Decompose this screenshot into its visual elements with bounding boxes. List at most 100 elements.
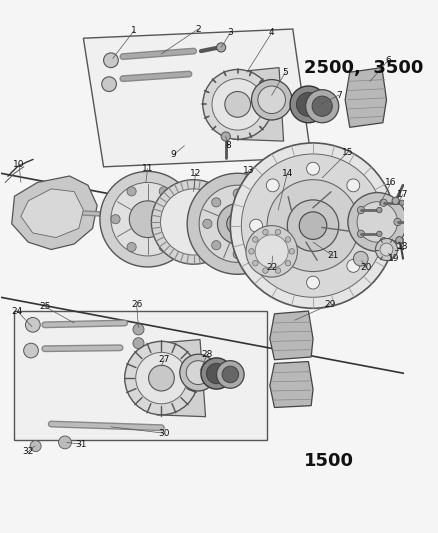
Circle shape xyxy=(275,268,280,273)
Circle shape xyxy=(412,219,418,225)
Circle shape xyxy=(363,219,375,232)
Circle shape xyxy=(211,198,220,207)
Circle shape xyxy=(201,358,232,389)
Circle shape xyxy=(285,261,290,266)
Circle shape xyxy=(230,143,395,308)
Text: 15: 15 xyxy=(341,148,353,157)
Polygon shape xyxy=(269,311,312,360)
Polygon shape xyxy=(233,68,283,141)
Circle shape xyxy=(285,237,290,242)
Circle shape xyxy=(266,260,279,272)
Circle shape xyxy=(289,248,294,254)
Text: 7: 7 xyxy=(335,91,341,100)
Circle shape xyxy=(211,240,220,250)
Circle shape xyxy=(290,86,326,123)
Circle shape xyxy=(306,276,319,289)
Circle shape xyxy=(103,53,118,68)
Circle shape xyxy=(186,361,210,384)
Circle shape xyxy=(233,249,242,259)
Circle shape xyxy=(265,201,272,208)
Circle shape xyxy=(346,260,359,272)
Text: 2500,  3500: 2500, 3500 xyxy=(303,59,422,77)
Circle shape xyxy=(275,229,280,235)
Circle shape xyxy=(251,222,257,229)
Circle shape xyxy=(263,219,272,228)
Text: 1: 1 xyxy=(131,26,137,35)
Circle shape xyxy=(379,238,386,245)
Polygon shape xyxy=(269,361,312,408)
Circle shape xyxy=(133,324,144,335)
Circle shape xyxy=(202,219,212,228)
Circle shape xyxy=(135,352,187,404)
Circle shape xyxy=(245,225,297,277)
Circle shape xyxy=(290,236,297,242)
Text: 22: 22 xyxy=(265,263,277,272)
Text: 12: 12 xyxy=(189,169,201,178)
Circle shape xyxy=(102,77,116,92)
Text: 19: 19 xyxy=(387,254,399,263)
Circle shape xyxy=(353,252,367,266)
Circle shape xyxy=(398,238,404,244)
Circle shape xyxy=(254,235,288,268)
Circle shape xyxy=(347,192,406,252)
Circle shape xyxy=(111,215,120,224)
Text: 26: 26 xyxy=(131,300,142,309)
Text: 11: 11 xyxy=(141,164,153,173)
Text: 14: 14 xyxy=(281,169,292,178)
Circle shape xyxy=(159,187,168,196)
Circle shape xyxy=(124,341,198,415)
Circle shape xyxy=(212,79,263,130)
Circle shape xyxy=(374,238,397,261)
Text: 4: 4 xyxy=(268,28,274,37)
Circle shape xyxy=(294,222,301,229)
Circle shape xyxy=(151,180,235,264)
Circle shape xyxy=(133,351,144,362)
Circle shape xyxy=(395,237,402,244)
Text: 32: 32 xyxy=(22,447,34,456)
Circle shape xyxy=(206,364,226,384)
Circle shape xyxy=(306,162,319,175)
Circle shape xyxy=(129,201,166,238)
Polygon shape xyxy=(344,68,385,127)
Circle shape xyxy=(222,366,238,383)
Circle shape xyxy=(398,200,404,206)
Circle shape xyxy=(305,90,338,123)
Circle shape xyxy=(357,206,364,214)
Text: 17: 17 xyxy=(396,190,408,199)
Circle shape xyxy=(257,86,285,114)
Circle shape xyxy=(254,240,263,250)
Circle shape xyxy=(148,365,174,391)
Text: 6: 6 xyxy=(385,56,390,65)
Circle shape xyxy=(279,201,286,208)
Circle shape xyxy=(393,219,400,225)
Circle shape xyxy=(202,69,272,139)
Circle shape xyxy=(379,199,386,206)
Circle shape xyxy=(259,209,292,242)
Circle shape xyxy=(133,338,144,349)
Polygon shape xyxy=(156,340,205,417)
Circle shape xyxy=(311,96,332,116)
Text: 16: 16 xyxy=(385,178,396,187)
Text: 8: 8 xyxy=(225,141,231,150)
Text: 29: 29 xyxy=(323,300,335,309)
Text: 18: 18 xyxy=(396,243,408,251)
Text: 24: 24 xyxy=(11,306,23,316)
Circle shape xyxy=(252,237,258,242)
Polygon shape xyxy=(21,189,83,238)
Circle shape xyxy=(226,213,248,235)
Circle shape xyxy=(249,219,262,232)
Polygon shape xyxy=(12,176,97,249)
Text: 9: 9 xyxy=(170,150,176,159)
Text: 13: 13 xyxy=(242,166,254,175)
Circle shape xyxy=(175,215,184,224)
Text: 28: 28 xyxy=(201,350,212,359)
Circle shape xyxy=(391,197,399,205)
Circle shape xyxy=(221,132,230,141)
Circle shape xyxy=(100,172,195,267)
Circle shape xyxy=(376,231,381,237)
Circle shape xyxy=(216,43,225,52)
Circle shape xyxy=(254,209,261,216)
Circle shape xyxy=(286,200,338,252)
Circle shape xyxy=(252,261,258,266)
Circle shape xyxy=(159,243,168,252)
